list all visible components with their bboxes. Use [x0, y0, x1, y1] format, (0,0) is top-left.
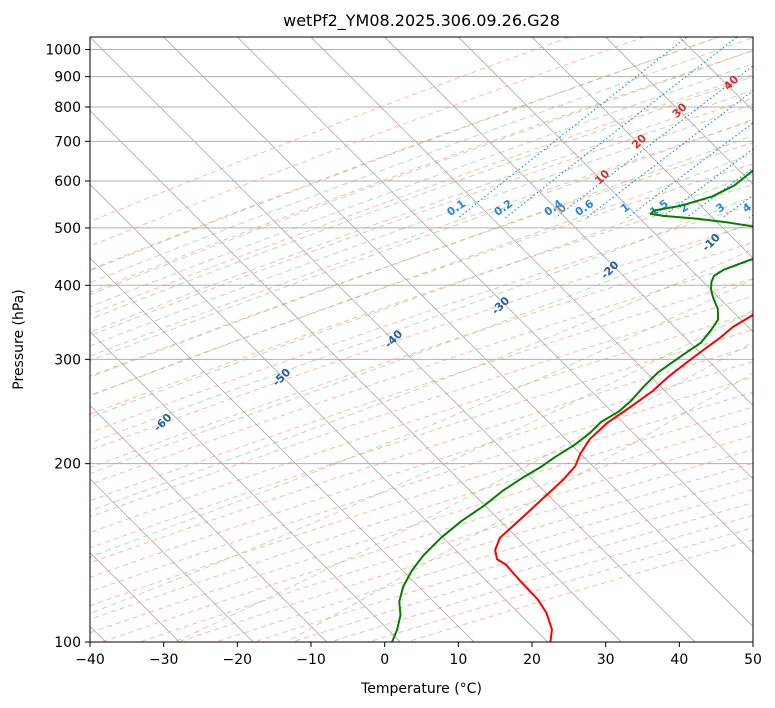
x-tick-label: 30	[597, 652, 615, 668]
isotherm-line	[458, 37, 753, 333]
y-tick-label: 300	[54, 352, 81, 368]
isotherm-line	[90, 257, 475, 642]
isotherm-line	[531, 37, 753, 259]
isotherm-line	[90, 110, 622, 642]
moist-adiabat-line	[90, 173, 753, 419]
isotherm-line	[679, 37, 753, 112]
x-tick-label: 50	[744, 652, 762, 668]
dry-adiabat-line	[290, 502, 753, 642]
x-tick-label: −20	[223, 652, 253, 668]
x-tick-label: 20	[523, 652, 541, 668]
y-tick-label: 600	[54, 174, 81, 190]
dry-adiabat-label: -40	[382, 327, 405, 350]
dry-adiabat-line	[90, 406, 753, 620]
x-tick-label: −30	[149, 652, 179, 668]
dry-adiabat-line	[90, 312, 753, 533]
y-tick-label: 1000	[45, 43, 81, 59]
dry-adiabat-line	[90, 50, 753, 293]
isotherm-line	[752, 37, 753, 38]
plot-area: 0.10.20.40.611.52346810131620253036-100-…	[32, 37, 754, 642]
x-tick-label: −10	[296, 652, 326, 668]
dry-adiabat-label: -50	[270, 366, 293, 389]
isotherm-line	[90, 331, 401, 642]
y-tick-label: 500	[54, 221, 81, 237]
dry-adiabat-line	[90, 361, 753, 578]
y-tick-label: 800	[54, 100, 81, 116]
x-tick-label: 0	[380, 652, 389, 668]
isotherm-line	[90, 478, 254, 642]
dry-adiabat-label: -60	[151, 411, 174, 434]
isotherm-line	[90, 183, 548, 642]
dry-adiabat-line	[405, 539, 753, 642]
y-tick-label: 100	[54, 635, 81, 651]
moist-adiabat-line	[90, 118, 753, 362]
plot-frame	[89, 36, 754, 643]
dry-adiabat-line	[99, 435, 753, 642]
dry-adiabat-line	[252, 489, 753, 642]
dry-adiabat-line	[90, 37, 646, 247]
axes: −40 −30 −20 −10 0 10 20 30 40 50 1000 900 800 700 600 5…	[45, 36, 762, 668]
mixing-ratio-label: 0.6	[573, 197, 597, 219]
isotherm-line	[163, 37, 753, 627]
moist-adiabat-line	[286, 372, 753, 642]
y-tick-label: 200	[54, 457, 81, 473]
dry-adiabat-line	[90, 223, 753, 451]
temperature-profile-line	[494, 313, 753, 642]
mixing-ratio-line	[504, 37, 738, 219]
dry-adiabat-line	[90, 37, 721, 271]
moist-adiabat-label: 10	[592, 167, 612, 187]
dry-adiabat-line	[90, 142, 753, 377]
isotherm-line	[310, 37, 753, 480]
isotherm-line	[90, 37, 696, 642]
isotherm-line	[384, 37, 753, 406]
mixing-ratio-label: 1	[618, 200, 632, 215]
dry-adiabat-line	[214, 476, 753, 642]
moist-adiabat-line	[90, 37, 753, 284]
chart-title: wetPf2_YM08.2025.306.09.26.G28	[283, 11, 560, 31]
dry-adiabat-line	[90, 391, 753, 607]
x-tick-label: 10	[449, 652, 467, 668]
mixing-ratio-label: 0.2	[492, 197, 515, 219]
mixing-ratio-label: 4	[740, 200, 754, 215]
dry-adiabat-line	[90, 203, 753, 433]
y-tick-label: 700	[54, 134, 81, 150]
moist-adiabat-line	[90, 37, 721, 272]
mixing-ratio-line	[685, 167, 753, 219]
isotherm-line	[237, 37, 753, 554]
isotherm-line	[605, 37, 753, 185]
mixing-ratio-label: 0.1	[445, 197, 468, 219]
y-axis-title: Pressure (hPa)	[11, 289, 27, 389]
y-tick-label: 400	[54, 278, 81, 294]
x-axis-title: Temperature (°C)	[360, 681, 482, 697]
dry-adiabat-line	[138, 449, 753, 642]
mixing-ratio-line	[660, 148, 753, 219]
moist-adiabat-line	[90, 89, 753, 333]
dry-adiabat-line	[176, 462, 753, 642]
moist-adiabat-line	[174, 341, 753, 642]
moist-adiabat-line	[90, 220, 753, 475]
dry-adiabat-label: -10	[700, 231, 723, 254]
dry-adiabat-line	[90, 260, 753, 485]
moist-adiabat-label: 40	[721, 73, 741, 93]
moist-adiabat-line	[90, 248, 753, 512]
moist-adiabat-line	[90, 153, 753, 397]
moist-adiabat-label: 30	[670, 100, 690, 120]
dry-adiabat-line	[90, 295, 753, 518]
moist-adiabat-line	[90, 195, 753, 444]
dry-adiabat-line	[90, 37, 572, 223]
x-tick-label: 40	[670, 652, 688, 668]
dry-adiabat-label: -70	[32, 456, 55, 479]
isotherm-line	[90, 404, 327, 642]
moist-adiabat-label: 20	[629, 131, 649, 151]
y-tick-label: 900	[54, 70, 81, 86]
dry-adiabat-label: -20	[598, 258, 621, 281]
moist-adiabat-line	[90, 309, 753, 614]
dewpoint-profile-line	[391, 169, 753, 642]
dry-adiabat-line	[366, 527, 753, 642]
x-tick-label: −40	[75, 652, 105, 668]
dry-adiabat-label: -30	[489, 294, 512, 317]
